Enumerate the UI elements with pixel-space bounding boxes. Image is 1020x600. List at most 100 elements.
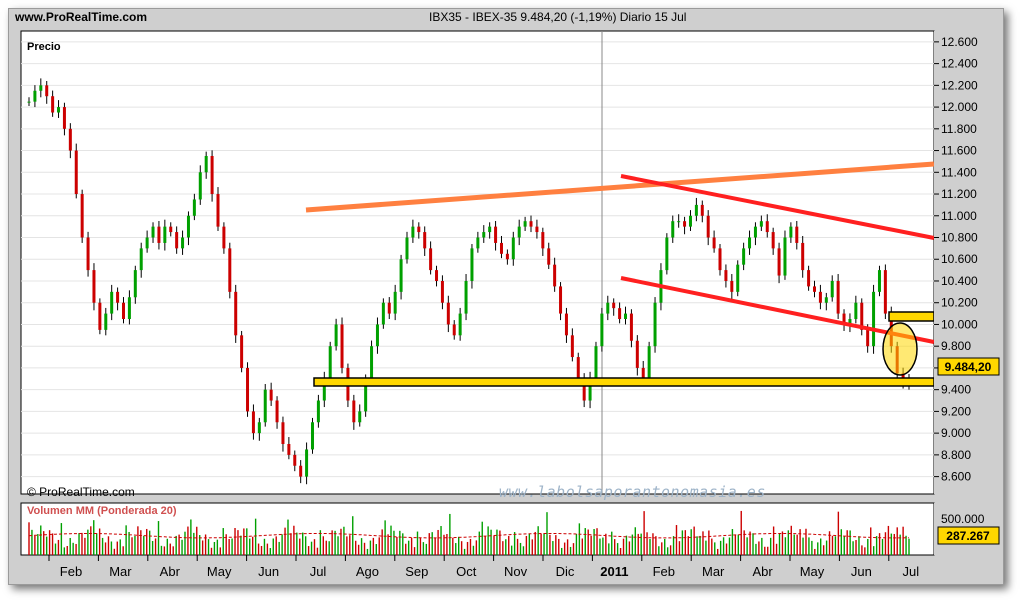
price-tick-label: 11.400 xyxy=(941,165,977,179)
price-bar xyxy=(629,309,633,348)
time-axis-ticks: Feb Mar Abr May Jun Jul Ago Sep Oct Nov Dic 2011 Feb… xyxy=(48,555,919,579)
price-bar xyxy=(559,282,563,321)
price-bar xyxy=(883,264,887,320)
price-bar xyxy=(736,260,740,297)
price-bar xyxy=(848,313,852,333)
price-bar xyxy=(110,284,114,321)
price-bar xyxy=(653,297,657,353)
price-bar xyxy=(163,219,167,251)
price-bar xyxy=(830,275,834,302)
price-tick-label: 10.800 xyxy=(941,231,978,245)
price-bar xyxy=(181,230,185,255)
time-tick-label: Mar xyxy=(702,564,725,579)
price-tick-label: 9.400 xyxy=(941,383,971,397)
price-bar xyxy=(700,200,704,223)
price-axis xyxy=(934,31,1003,494)
price-bar xyxy=(51,90,55,117)
price-tick-label: 10.600 xyxy=(941,252,978,266)
price-bar xyxy=(381,298,385,329)
price-bar xyxy=(529,215,533,233)
price-bar xyxy=(824,292,828,311)
price-tick-label: 9.000 xyxy=(941,426,971,440)
channel-bottom-line xyxy=(620,276,935,344)
price-bar xyxy=(564,307,568,343)
price-bar xyxy=(263,384,267,427)
price-bar xyxy=(121,297,125,324)
price-bar xyxy=(777,242,781,284)
price-bar xyxy=(671,215,675,243)
price-bar xyxy=(541,227,545,256)
price-tick-label: 11.600 xyxy=(941,144,977,158)
price-tick-label: 9.800 xyxy=(941,339,971,353)
channel-top-line xyxy=(620,174,935,240)
time-tick-label: Jul xyxy=(902,564,919,579)
time-tick-label: May xyxy=(207,564,232,579)
price-bar xyxy=(62,102,66,136)
price-bar xyxy=(789,222,793,243)
price-bar xyxy=(765,214,769,238)
last-volume-label: 287.267 xyxy=(946,529,990,543)
price-bar xyxy=(423,226,427,256)
volume-panel-label: Volumen MM (Ponderada 20) xyxy=(27,505,177,517)
price-bar xyxy=(677,214,681,228)
price-bar xyxy=(694,197,698,222)
price-tick-label: 12.600 xyxy=(941,35,978,49)
price-bar xyxy=(511,231,515,266)
price-bar xyxy=(269,382,273,406)
price-tick-label: 10.000 xyxy=(941,317,978,331)
price-bar xyxy=(98,298,102,335)
price-tick-label: 8.800 xyxy=(941,448,971,462)
price-bar xyxy=(446,295,450,333)
resistance-zone xyxy=(888,311,935,322)
price-bar xyxy=(724,264,728,288)
site-name[interactable]: www.ProRealTime.com xyxy=(15,10,148,24)
price-bar xyxy=(470,244,474,289)
price-bar xyxy=(281,416,285,452)
chart-title: IBX35 - IBEX-35 9.484,20 (-1,19%) Diario… xyxy=(429,10,687,24)
price-tick-label: 8.600 xyxy=(941,470,971,484)
price-bar xyxy=(275,396,279,429)
price-bar xyxy=(405,231,409,264)
price-bar xyxy=(127,290,131,325)
price-bar xyxy=(488,222,492,239)
price-bar xyxy=(618,302,622,324)
price-bars xyxy=(27,78,911,485)
price-bar xyxy=(759,215,763,231)
time-tick-label: Feb xyxy=(60,564,82,579)
price-bar xyxy=(246,362,250,417)
price-bar xyxy=(399,254,403,300)
price-bar xyxy=(251,404,255,440)
price-bar xyxy=(476,231,480,253)
price-bar xyxy=(305,442,309,485)
time-tick-label: May xyxy=(800,564,825,579)
price-bar xyxy=(523,216,527,231)
price-bar xyxy=(600,307,604,352)
price-bar xyxy=(499,235,503,259)
time-tick-label: 2011 xyxy=(600,564,628,579)
price-bar xyxy=(334,318,338,351)
price-tick-label: 10.400 xyxy=(941,274,978,288)
price-bar xyxy=(104,307,108,336)
price-bar xyxy=(411,219,415,243)
price-bar xyxy=(683,216,687,235)
price-tick-label: 9.200 xyxy=(941,404,971,418)
resistance-line xyxy=(305,161,935,213)
price-bar xyxy=(387,297,391,320)
price-bar xyxy=(257,417,261,441)
watermark-text[interactable]: www.labolsaporantonomasia.es xyxy=(499,483,766,501)
price-bar xyxy=(175,226,179,254)
price-tick-label: 12.200 xyxy=(941,78,978,92)
price-tick-label: 12.000 xyxy=(941,100,978,114)
price-bar xyxy=(210,150,214,202)
time-tick-label: Jun xyxy=(258,564,279,579)
last-price-box xyxy=(937,357,1000,376)
price-bar xyxy=(458,307,462,341)
price-bar xyxy=(287,437,291,460)
price-bar xyxy=(665,233,669,275)
price-bar xyxy=(795,220,799,250)
time-tick-label: Dic xyxy=(556,564,575,579)
price-bar xyxy=(854,295,858,324)
price-bar xyxy=(836,274,840,320)
price-bar xyxy=(813,280,817,298)
price-bar xyxy=(39,78,43,98)
